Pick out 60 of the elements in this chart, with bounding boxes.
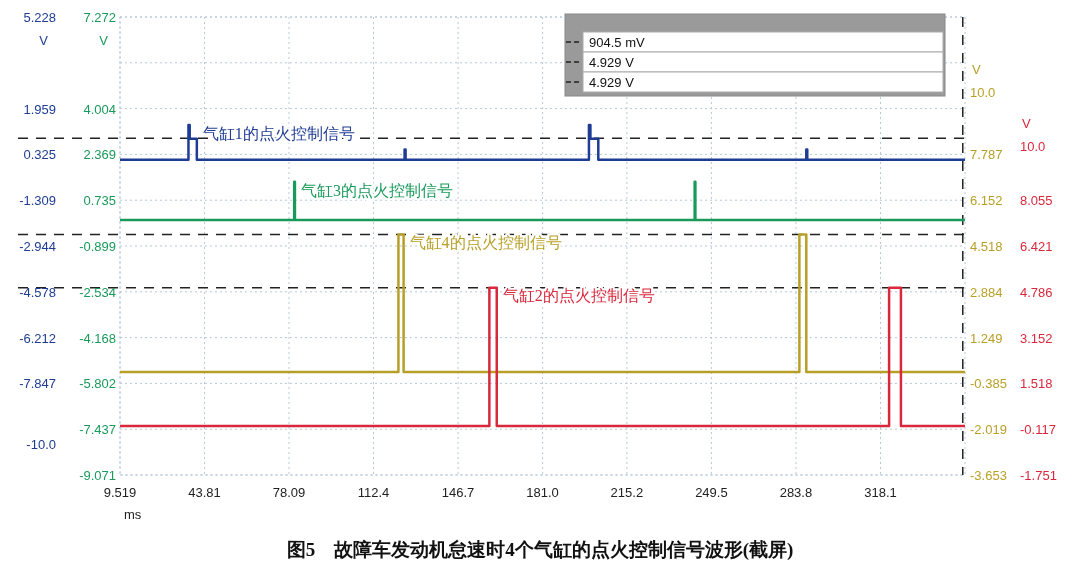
x-tick-label: 146.7 — [441, 485, 475, 500]
y2-tick-label: 3.152 — [1020, 330, 1053, 346]
y2-tick-label: -5.802 — [79, 376, 116, 392]
y-tick-label: -0.385 — [970, 376, 1007, 392]
x-axis-title: ms — [124, 507, 142, 522]
y2-tick-label: 8.055 — [1020, 193, 1053, 209]
y-tick-label: -7.847 — [19, 376, 56, 392]
y2-tick-label: 4.004 — [83, 101, 116, 117]
y2-tick-label: 1.518 — [1020, 376, 1053, 392]
y2-tick-label: -9.071 — [79, 468, 116, 483]
y2-tick-label: 0.735 — [83, 193, 116, 209]
x-tick-label: 78.09 — [272, 485, 306, 500]
y2-tick-label: 2.369 — [83, 147, 116, 163]
series-label: 气缸3的点火控制信号 — [300, 181, 453, 199]
legend-label: 4.929 V — [589, 55, 635, 70]
y2-tick-label: -4.168 — [79, 330, 116, 346]
y-tick-label: 7.787 — [970, 147, 1003, 163]
y-tick-label: 2.884 — [970, 284, 1003, 300]
x-tick-label: 318.1 — [864, 485, 897, 500]
y2-tick-label: 4.786 — [1020, 284, 1053, 300]
y-tick-label: -3.653 — [970, 468, 1007, 483]
text: 图5 故障车发动机怠速时4个气缸的点火控制信号波形(截屏) — [286, 539, 794, 561]
y-tick-label: 1.959 — [23, 101, 56, 117]
y-tick-label: 4.518 — [970, 239, 1003, 255]
y-tick-label: 0.325 — [23, 147, 56, 163]
y-tick-label: 1.249 — [970, 330, 1003, 346]
y-axis-title: V — [972, 62, 981, 78]
legend-label: 4.929 V — [589, 75, 635, 90]
y-tick-label: -6.212 — [19, 330, 56, 346]
x-tick-label: 249.5 — [695, 485, 728, 500]
x-tick-label: 181.0 — [526, 485, 559, 500]
y2-tick-label: -7.437 — [79, 422, 116, 438]
series-label: 气缸1的点火控制信号 — [202, 124, 355, 142]
y-tick-label: -2.944 — [19, 239, 56, 255]
y2-tick-label: 6.421 — [1020, 238, 1053, 254]
y-tick-label: 6.152 — [970, 193, 1003, 209]
x-tick-label: 9.519 — [103, 485, 137, 500]
legend-label: 904.5 mV — [589, 35, 645, 50]
y-tick-label: -10.0 — [26, 436, 56, 452]
y2-tick-label: -0.117 — [1020, 422, 1056, 438]
x-tick-label: 112.4 — [357, 485, 390, 500]
y2-tick-label: 7.272 — [83, 10, 116, 25]
series-label: 气缸4的点火控制信号 — [409, 234, 562, 252]
x-tick-label: 43.81 — [188, 485, 221, 500]
line-series — [118, 123, 967, 162]
y-tick-label: -2.019 — [970, 422, 1007, 438]
x-tick-label: 283.8 — [779, 485, 813, 500]
y2-tick-label: -0.899 — [79, 238, 116, 254]
y2-axis-title: V — [1022, 115, 1031, 131]
y-tick-label: -1.309 — [19, 193, 56, 209]
y2-axis-title: V — [99, 33, 109, 48]
y2-tick-label: -1.751 — [1020, 468, 1057, 483]
series-label: 气缸2的点火控制信号 — [502, 287, 655, 305]
y2-tick-label: 10.0 — [1020, 138, 1046, 154]
y-tick-label: 10.0 — [970, 85, 996, 101]
y-axis-title: V — [39, 33, 49, 48]
y-tick-label: -4.578 — [19, 284, 56, 300]
x-tick-label: 215.2 — [610, 485, 644, 500]
y-tick-label: 5.228 — [23, 10, 56, 25]
y2-tick-label: -2.534 — [79, 284, 116, 300]
